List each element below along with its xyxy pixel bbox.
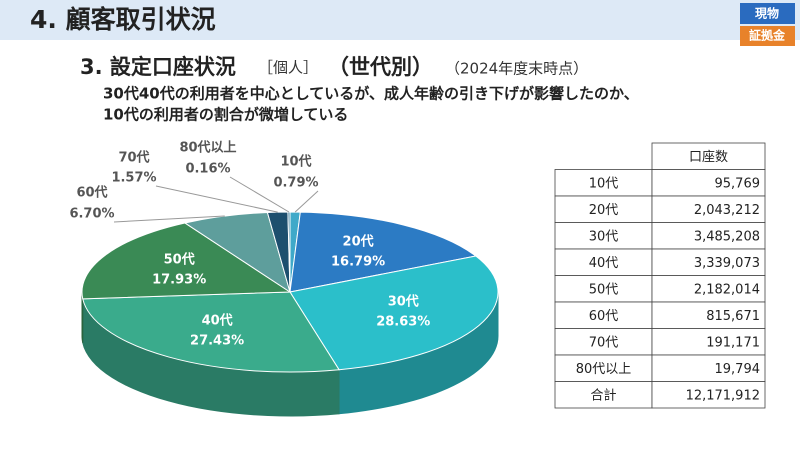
pie-slice xyxy=(287,211,291,293)
leader-line xyxy=(229,176,290,213)
table-text: 70代 xyxy=(589,335,619,350)
table-cell xyxy=(554,222,653,250)
table-text: 40代 xyxy=(589,256,619,271)
slice-category: 30代 xyxy=(388,294,419,310)
slice-category: 50代 xyxy=(164,251,195,267)
table-cell xyxy=(651,169,766,197)
table-text: 30代 xyxy=(589,229,619,244)
table-text: 2,043,212 xyxy=(694,203,760,218)
subtitle: 3. 設定口座状況 xyxy=(80,55,236,79)
badge-label: 証拠金 xyxy=(749,28,786,43)
pie-slice xyxy=(82,291,340,373)
leader-line xyxy=(294,190,319,213)
table-text: 80代以上 xyxy=(576,362,632,377)
table-cell xyxy=(651,222,766,250)
description-line: 10代の利用者の割合が微増している xyxy=(103,106,348,124)
data-table: 口座数 10代 95,769 20代 2,043,212 30代 3,485,208 40代 3… xyxy=(554,142,766,409)
badge xyxy=(740,26,795,46)
table-text: 95,769 xyxy=(715,176,761,191)
table-cell xyxy=(554,195,653,223)
slice-category: 10代 xyxy=(280,154,311,170)
table-text: 191,171 xyxy=(706,335,760,350)
table-cell xyxy=(651,381,766,409)
table-text: 20代 xyxy=(589,203,619,218)
leader-line xyxy=(113,215,225,223)
subtitle-scope: ［個人］ xyxy=(258,59,318,77)
slice-value: 28.63% xyxy=(376,315,430,330)
slice-value: 0.16% xyxy=(185,162,230,177)
table-text: 10代 xyxy=(589,176,619,191)
slice-value: 17.93% xyxy=(152,272,206,287)
table-header: 口座数 xyxy=(689,150,728,165)
pie-slice xyxy=(289,211,477,293)
table-text: 3,339,073 xyxy=(694,256,760,271)
description-line: 30代40代の利用者を中心としているが、成人年齢の引き下げが影響したのか、 xyxy=(103,85,639,103)
table-text: 合計 xyxy=(590,387,616,403)
subtitle-date: （2024年度末時点） xyxy=(445,60,588,78)
table-cell xyxy=(554,381,653,409)
table-cell xyxy=(651,301,766,329)
slice-value: 1.57% xyxy=(111,171,156,186)
slice-category: 40代 xyxy=(202,312,233,328)
slice-category: 20代 xyxy=(343,233,374,249)
table-text: 815,671 xyxy=(706,309,760,324)
table-cell xyxy=(554,275,653,303)
slice-category: 60代 xyxy=(76,185,107,201)
page-title: 4. 顧客取引状況 xyxy=(30,5,216,34)
pie-chart: 10代 0.79% 20代 16.79% 30代 28.63% 40代 27.43% 50代 17… xyxy=(69,140,499,417)
slice-value: 6.70% xyxy=(69,207,114,222)
badge-label: 現物 xyxy=(755,6,779,21)
table-text: 2,182,014 xyxy=(694,282,760,297)
table-cell xyxy=(554,169,653,197)
pie-slice xyxy=(289,255,499,371)
leader-line xyxy=(155,185,278,213)
table-text: 12,171,912 xyxy=(686,388,760,403)
table-text: 60代 xyxy=(589,309,619,324)
table-text: 50代 xyxy=(589,282,619,297)
table-cell xyxy=(554,354,653,382)
slice-value: 0.79% xyxy=(273,176,318,191)
slice-category: 80代以上 xyxy=(179,140,236,156)
slice-value: 27.43% xyxy=(190,333,244,348)
table-cell xyxy=(651,195,766,223)
subtitle-group: （世代別） xyxy=(328,55,433,79)
table-cell xyxy=(651,142,766,170)
table-text: 19,794 xyxy=(715,362,761,377)
slice-category: 70代 xyxy=(118,150,149,166)
table-text: 3,485,208 xyxy=(694,229,760,244)
table-cell xyxy=(554,328,653,356)
pie-slice xyxy=(81,222,292,300)
table-cell xyxy=(554,301,653,329)
header-bar xyxy=(0,0,800,40)
slice-value: 16.79% xyxy=(331,254,385,269)
badge xyxy=(740,3,795,24)
